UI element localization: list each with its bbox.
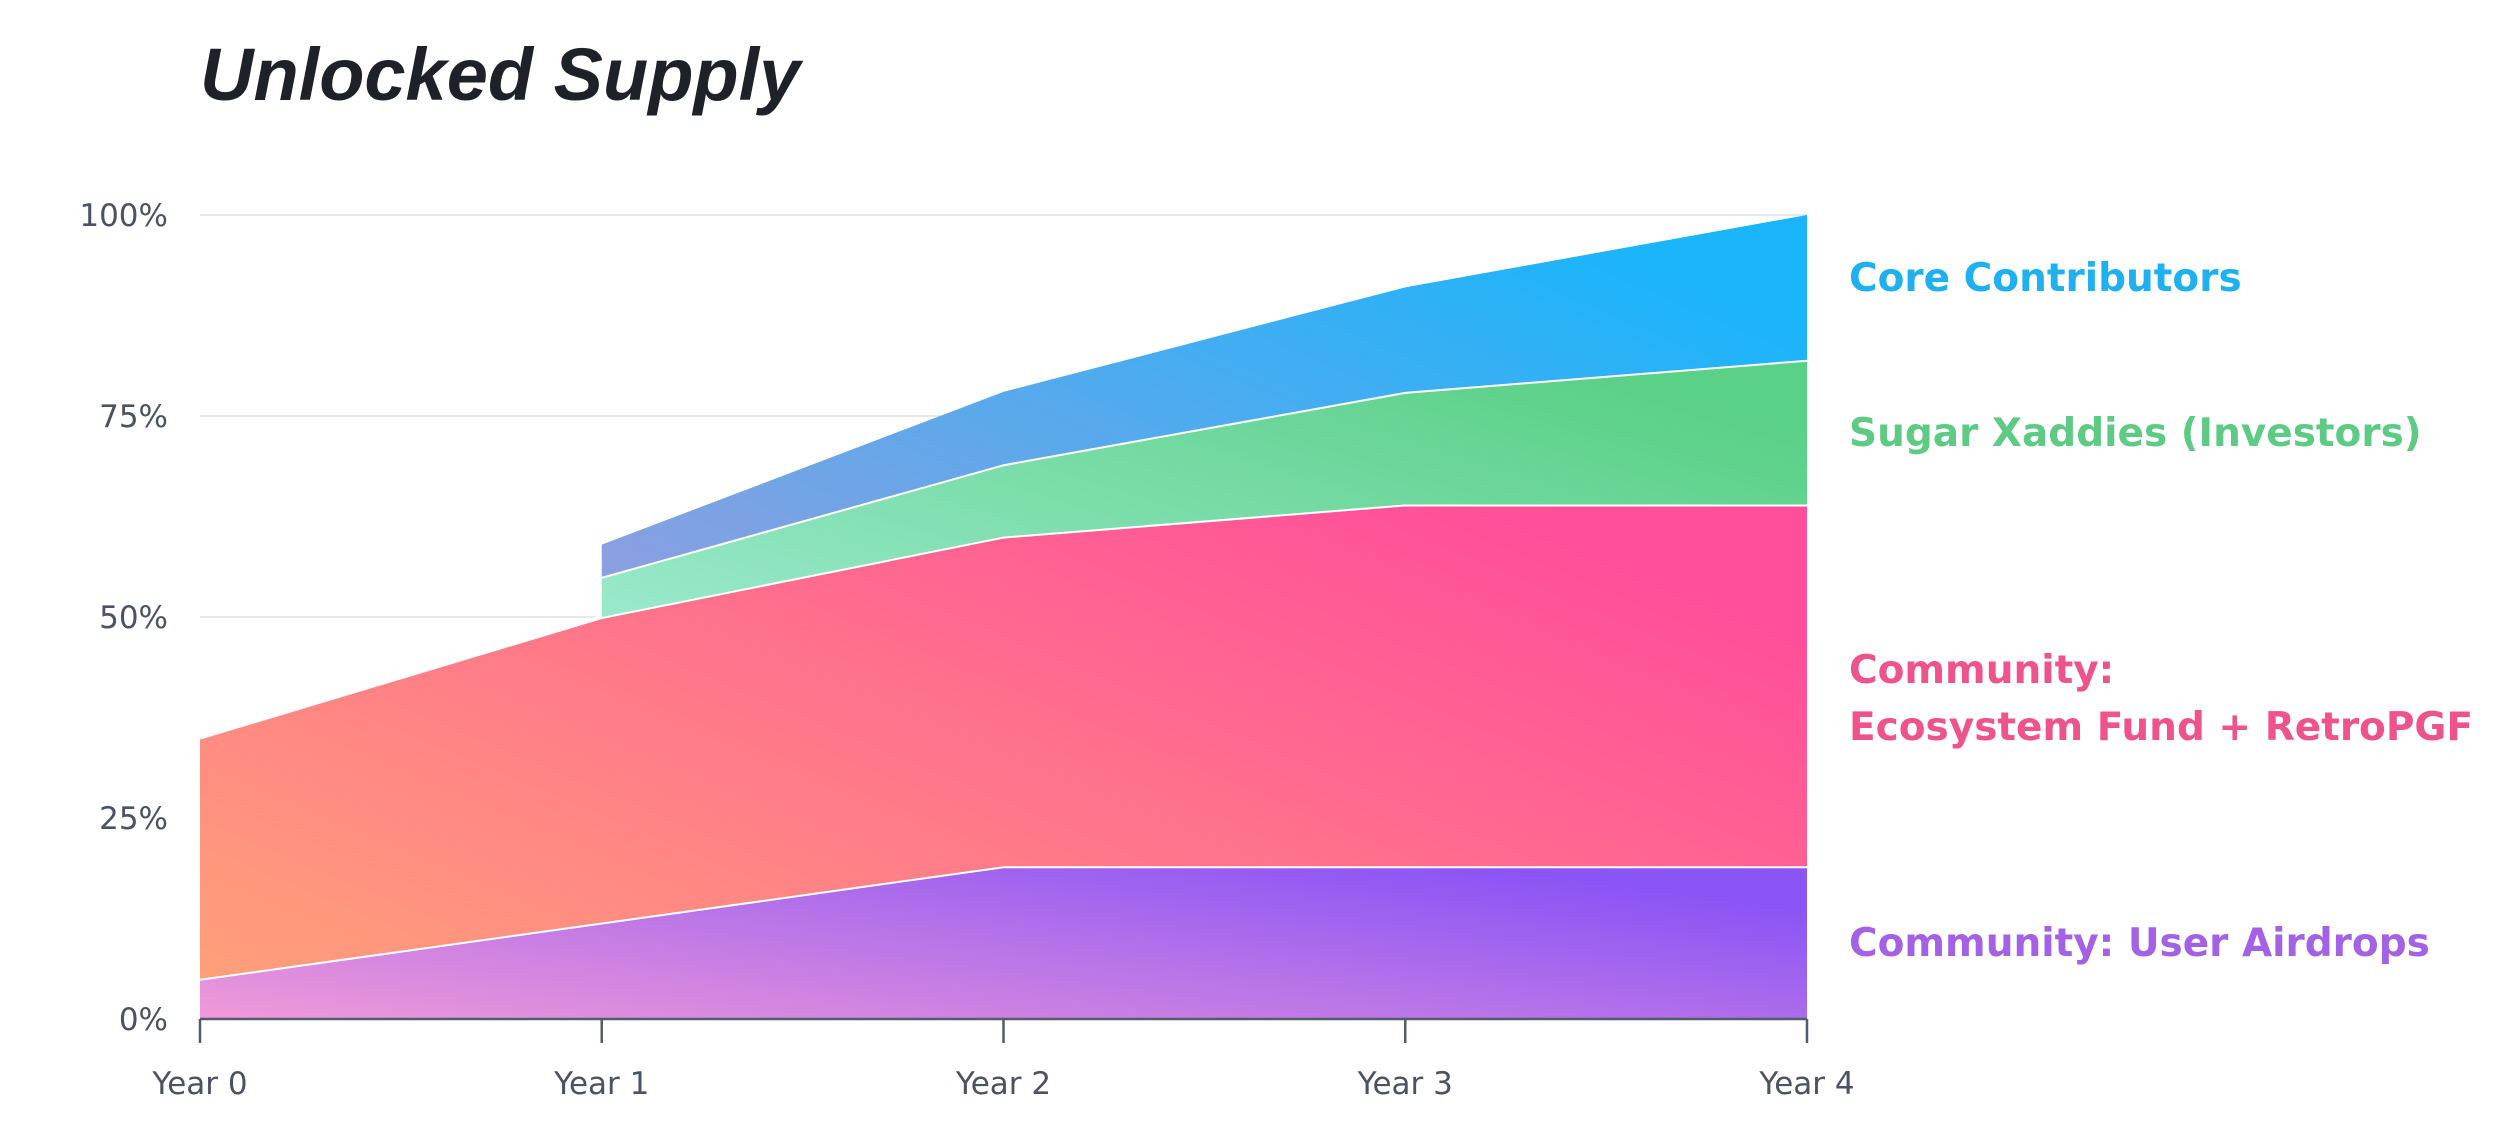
x-tick-label: Year 1 <box>553 1066 649 1102</box>
area-community-ecosystem-fund-retropgf <box>200 504 1807 979</box>
y-tick-label: 25% <box>99 801 168 837</box>
chart-title: Unlocked Supply <box>200 33 804 116</box>
legend-label: Sugar Xaddies (Investors) <box>1849 411 2422 456</box>
area-sugar-xaddies-investors- <box>601 359 1807 617</box>
legend: Community: User Airdrops Community: Ecosys… <box>1849 256 2473 966</box>
legend-label: Community: User Airdrops <box>1849 921 2430 966</box>
axes: 0% 25% 50% 75% 100% Year 0 Year 1 Year 2 Year 3 Y… <box>79 198 1854 1102</box>
y-tick-label: 75% <box>99 399 168 435</box>
area-core-contributors <box>601 215 1807 577</box>
stacked-areas <box>199 215 1808 1019</box>
legend-label: Community: <box>1849 648 2114 693</box>
x-tick-label: Year 0 <box>151 1066 247 1102</box>
x-tick-label: Year 4 <box>1758 1066 1854 1102</box>
x-tick-label: Year 2 <box>955 1066 1051 1102</box>
y-tick-label: 50% <box>99 600 168 636</box>
legend-label: Core Contributors <box>1849 256 2242 301</box>
legend-label: Ecosystem Fund + RetroPGF <box>1849 705 2473 750</box>
x-tick-label: Year 3 <box>1357 1066 1453 1102</box>
y-tick-label: 0% <box>119 1002 168 1038</box>
y-tick-label: 100% <box>79 198 168 234</box>
area-community-user-airdrops <box>200 866 1807 1019</box>
